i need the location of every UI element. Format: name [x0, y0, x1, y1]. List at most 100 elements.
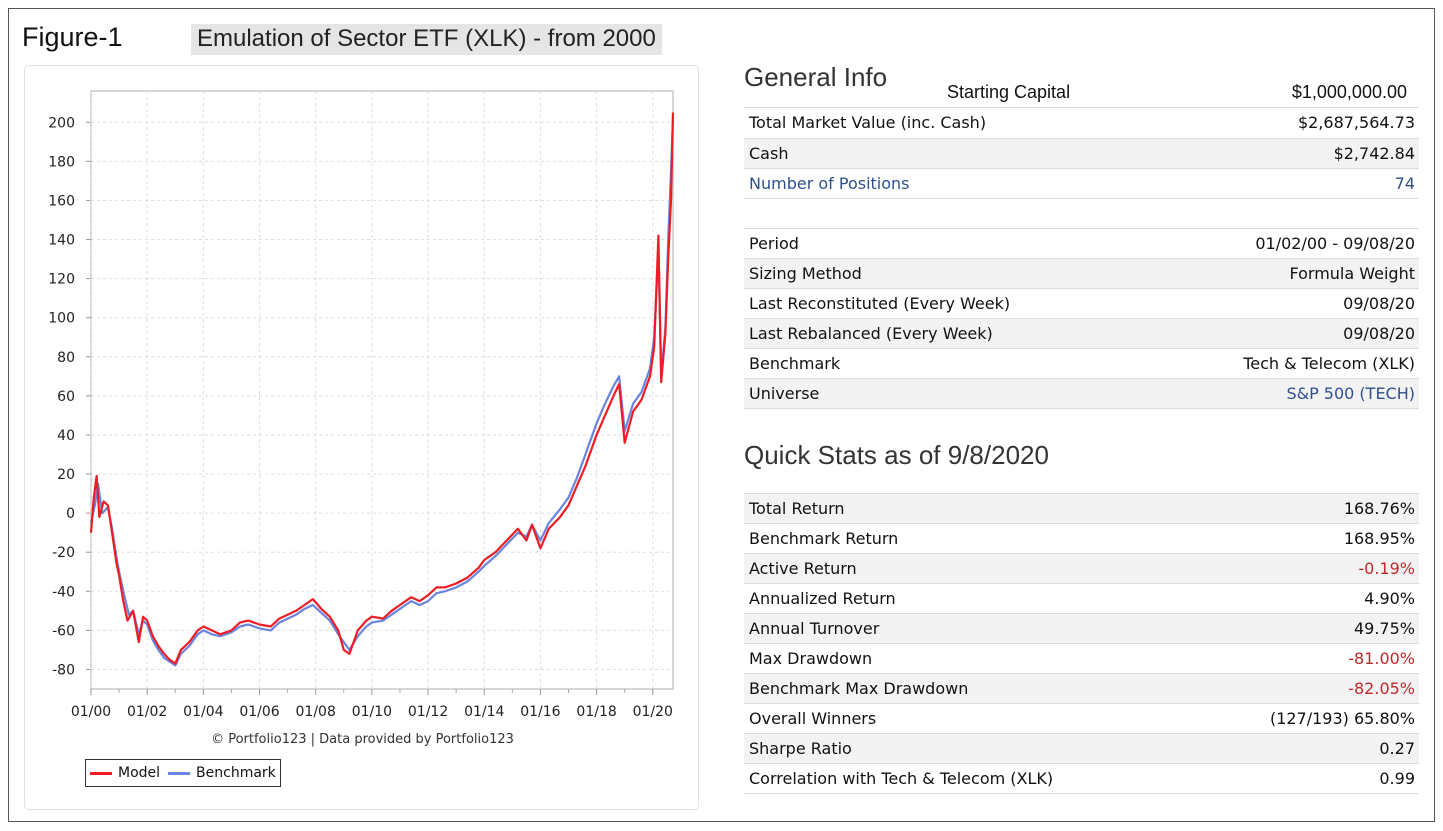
row-value: Formula Weight	[1148, 258, 1419, 289]
starting-capital-value: $1,000,000.00	[1291, 82, 1407, 102]
figure-title: Emulation of Sector ETF (XLK) - from 200…	[191, 24, 662, 55]
row-value: 4.90%	[1196, 583, 1419, 614]
row-value: Tech & Telecom (XLK)	[1148, 348, 1419, 379]
row-value: (127/193) 65.80%	[1196, 703, 1419, 734]
table-row: Cash $2,742.84	[744, 138, 1419, 169]
row-label: Sizing Method	[744, 258, 1149, 289]
y-tick-label: 0	[66, 506, 75, 522]
table-row: Benchmark Tech & Telecom (XLK)	[744, 348, 1419, 379]
plot-area	[90, 90, 674, 690]
row-value: 01/02/00 - 09/08/20	[1148, 227, 1419, 259]
y-tick-label: 80	[57, 350, 75, 366]
table-row: Sharpe Ratio 0.27	[744, 733, 1419, 764]
table-row: Correlation with Tech & Telecom (XLK) 0.…	[744, 763, 1419, 794]
legend-label-benchmark: Benchmark	[196, 765, 276, 781]
row-label: Period	[744, 227, 1149, 259]
table-row: Max Drawdown -81.00%	[744, 643, 1419, 674]
x-tick-label: 01/06	[239, 704, 279, 720]
row-label: Last Rebalanced (Every Week)	[744, 318, 1149, 349]
y-tick-label: -20	[52, 545, 75, 561]
row-value: $2,687,564.73	[1190, 108, 1419, 139]
general-info-table-a: Total Market Value (inc. Cash) $2,687,56…	[744, 108, 1419, 199]
y-tick-label: 180	[48, 154, 75, 170]
row-label: Total Market Value (inc. Cash)	[744, 108, 1191, 139]
row-value: $2,742.84	[1190, 138, 1419, 169]
y-tick-label: -40	[52, 584, 75, 600]
row-value: -81.00%	[1196, 643, 1419, 674]
x-tick-label: 01/16	[520, 704, 560, 720]
chart-credit: © Portfolio123 | Data provided by Portfo…	[211, 732, 514, 747]
table-row: Universe S&P 500 (TECH)	[744, 378, 1419, 409]
table-row: Number of Positions 74	[744, 168, 1419, 199]
table-row: Active Return -0.19%	[744, 553, 1419, 584]
table-row: Last Reconstituted (Every Week) 09/08/20	[744, 288, 1419, 319]
row-label: Overall Winners	[744, 703, 1197, 734]
x-tick-label: 01/12	[408, 704, 448, 720]
row-value: 49.75%	[1196, 613, 1419, 644]
y-tick-label: 200	[48, 115, 75, 131]
row-label: Sharpe Ratio	[744, 733, 1197, 764]
info-panel: General Info Starting Capital $1,000,000…	[744, 60, 1419, 794]
legend-swatch-benchmark	[168, 771, 191, 775]
y-tick-label: 60	[57, 389, 75, 405]
series-line-benchmark	[89, 116, 675, 667]
row-label: Max Drawdown	[744, 643, 1197, 674]
universe-link[interactable]: S&P 500 (TECH)	[1148, 378, 1419, 409]
x-tick-label: 01/08	[296, 704, 336, 720]
table-row: Sizing Method Formula Weight	[744, 258, 1419, 289]
x-tick-label: 01/04	[183, 704, 223, 720]
figure-label: Figure-1	[22, 22, 123, 52]
quick-stats-title: Quick Stats as of 9/8/2020	[744, 439, 1049, 470]
number-of-positions-link[interactable]: Number of Positions	[744, 168, 1191, 199]
table-row: Last Rebalanced (Every Week) 09/08/20	[744, 318, 1419, 349]
y-tick-label: -80	[52, 662, 75, 678]
chart-legend: Model Benchmark	[85, 759, 281, 787]
y-tick-label: 140	[48, 233, 75, 249]
row-label: Active Return	[744, 553, 1197, 584]
row-label: Benchmark Max Drawdown	[744, 673, 1197, 704]
row-value: 168.76%	[1196, 492, 1419, 524]
row-label: Last Reconstituted (Every Week)	[744, 288, 1149, 319]
row-value: 09/08/20	[1148, 288, 1419, 319]
row-label: Total Return	[744, 492, 1197, 524]
row-value: 09/08/20	[1148, 318, 1419, 349]
legend-swatch-model	[90, 771, 112, 775]
quick-stats-table: Total Return 168.76% Benchmark Return 16…	[744, 492, 1419, 794]
x-tick-label: 01/14	[464, 704, 504, 720]
positions-count-link[interactable]: 74	[1190, 168, 1419, 199]
spacer	[744, 199, 1419, 228]
row-label: Cash	[744, 138, 1191, 169]
general-info-title: General Info	[744, 62, 888, 92]
row-value: 0.99	[1196, 763, 1419, 794]
x-tick-label: 01/02	[127, 704, 167, 720]
series-line-model	[89, 112, 675, 665]
y-tick-label: 160	[48, 193, 75, 209]
starting-capital-label: Starting Capital	[947, 82, 1071, 102]
row-value: 168.95%	[1196, 523, 1419, 554]
table-row: Overall Winners (127/193) 65.80%	[744, 703, 1419, 734]
table-row: Benchmark Max Drawdown -82.05%	[744, 673, 1419, 704]
row-label: Correlation with Tech & Telecom (XLK)	[744, 763, 1197, 794]
x-tick-label: 01/10	[352, 704, 392, 720]
table-row: Annual Turnover 49.75%	[744, 613, 1419, 644]
general-info-header: General Info Starting Capital $1,000,000…	[744, 60, 1419, 108]
x-tick-label: 01/18	[576, 704, 616, 720]
table-row: Benchmark Return 168.95%	[744, 523, 1419, 554]
table-row: Annualized Return 4.90%	[744, 583, 1419, 614]
quick-stats-header: Quick Stats as of 9/8/2020	[744, 409, 1419, 470]
x-tick-label: 01/00	[71, 704, 111, 720]
row-label: Benchmark Return	[744, 523, 1197, 554]
chart-panel: -80 -60 -40 -20 0 20 40 60 80 100 120 140 160 180 200 0…	[24, 65, 699, 810]
table-row: Total Return 168.76%	[744, 492, 1419, 524]
row-value: 0.27	[1196, 733, 1419, 764]
legend-label-model: Model	[118, 765, 161, 781]
row-label: Annual Turnover	[744, 613, 1197, 644]
table-row: Total Market Value (inc. Cash) $2,687,56…	[744, 108, 1419, 139]
line-chart: -80 -60 -40 -20 0 20 40 60 80 100 120 140 160 180 200 0…	[48, 90, 675, 720]
y-tick-label: 120	[48, 272, 75, 288]
y-tick-label: 40	[57, 428, 75, 444]
row-value: -82.05%	[1196, 673, 1419, 704]
general-info-table-b: Period 01/02/00 - 09/08/20 Sizing Method…	[744, 227, 1419, 409]
legend-item-benchmark: Benchmark	[168, 765, 276, 781]
row-label: Annualized Return	[744, 583, 1197, 614]
